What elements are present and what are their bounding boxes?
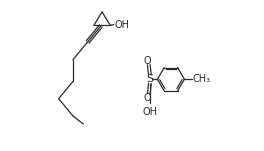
Text: O: O xyxy=(143,56,151,66)
Text: O: O xyxy=(143,93,151,103)
Text: OH: OH xyxy=(114,20,129,30)
Text: OH: OH xyxy=(143,107,157,117)
Text: CH₃: CH₃ xyxy=(193,74,211,84)
Text: S: S xyxy=(147,74,153,84)
